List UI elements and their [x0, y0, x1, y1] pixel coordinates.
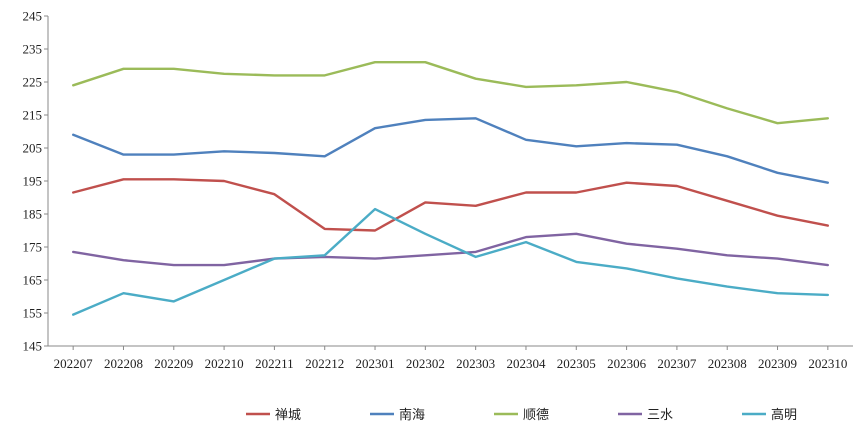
- x-tick-label: 202210: [205, 356, 244, 371]
- legend: 禅城 南海 顺德 三水 高明: [246, 407, 797, 423]
- y-axis-ticks: 145 155 165 175 185 195 205 215 225 235 245: [23, 9, 48, 354]
- x-tick-label: 202209: [154, 356, 193, 371]
- x-tick-label: 202308: [708, 356, 747, 371]
- x-axis-ticks: 202207 202208 202209 202210 202211 202212 2023…: [54, 346, 847, 371]
- x-tick-label: 202212: [305, 356, 344, 371]
- legend-label-4: 高明: [771, 407, 797, 423]
- series-line-3: [71, 232, 829, 267]
- chart-axes: [47, 16, 853, 347]
- legend-label-2: 顺德: [523, 408, 549, 423]
- x-tick-label: 202301: [356, 356, 395, 371]
- legend-label-1: 南海: [399, 407, 425, 423]
- y-tick-label: 215: [23, 108, 43, 123]
- y-tick-label: 185: [23, 207, 43, 222]
- y-tick-label: 235: [23, 42, 43, 57]
- x-tick-label: 202207: [54, 356, 94, 371]
- y-tick-label: 195: [23, 174, 43, 189]
- y-tick-label: 145: [23, 339, 43, 354]
- series-line-0: [71, 178, 829, 232]
- series-line-2: [71, 61, 829, 125]
- y-tick-label: 205: [23, 141, 43, 156]
- y-tick-label: 225: [23, 75, 43, 90]
- y-tick-label: 175: [23, 240, 43, 255]
- x-tick-label: 202310: [808, 356, 847, 371]
- x-tick-label: 202309: [758, 356, 797, 371]
- x-tick-label: 202303: [456, 356, 495, 371]
- legend-label-0: 禅城: [275, 408, 301, 423]
- legend-label-3: 三水: [647, 408, 673, 423]
- y-tick-label: 155: [23, 306, 43, 321]
- x-tick-label: 202306: [607, 356, 647, 371]
- x-tick-label: 202208: [104, 356, 143, 371]
- x-tick-label: 202307: [657, 356, 697, 371]
- series-line-1: [71, 117, 829, 184]
- series-lines: [71, 61, 829, 316]
- x-tick-label: 202305: [557, 356, 596, 371]
- y-tick-label: 165: [23, 273, 43, 288]
- x-tick-label: 202302: [406, 356, 445, 371]
- series-line-4: [71, 207, 829, 316]
- y-tick-label: 245: [23, 9, 43, 24]
- x-tick-label: 202211: [255, 356, 294, 371]
- x-tick-label: 202304: [506, 356, 546, 371]
